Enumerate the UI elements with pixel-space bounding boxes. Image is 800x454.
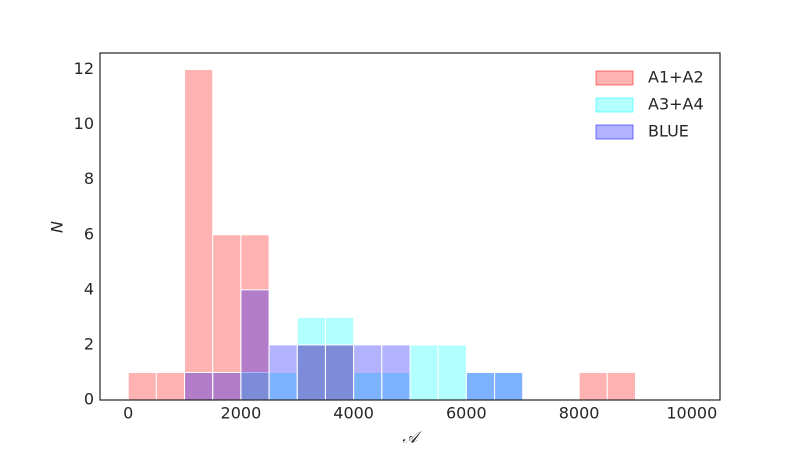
legend-swatch — [595, 97, 634, 113]
y-axis-label: N — [48, 221, 67, 233]
y-tick-label: 8 — [84, 169, 94, 188]
histogram-bar — [155, 371, 186, 401]
histogram-bar — [324, 344, 355, 401]
histogram-bar — [127, 371, 157, 401]
x-tick-label: 2000 — [221, 404, 262, 423]
histogram-bar — [437, 344, 467, 401]
x-tick-label: 6000 — [446, 404, 487, 423]
y-tick-label: 10 — [74, 114, 94, 133]
histogram-bar — [494, 371, 524, 401]
legend-swatch — [595, 124, 634, 140]
y-tick-label: 12 — [74, 59, 94, 78]
y-tick-label: 0 — [84, 390, 94, 409]
x-tick-label: 8000 — [559, 404, 600, 423]
histogram-bar — [465, 371, 496, 401]
histogram-bar — [296, 344, 326, 401]
legend-swatch — [595, 70, 634, 86]
histogram-bar — [268, 344, 298, 401]
histogram-bar — [240, 289, 270, 401]
y-tick-label: 2 — [84, 334, 94, 353]
x-tick-label: 4000 — [333, 404, 374, 423]
x-axis-label: 𝒜 — [402, 428, 422, 447]
histogram-bar — [184, 69, 214, 401]
legend-label: BLUE — [648, 122, 689, 141]
histogram-bar — [381, 344, 411, 401]
x-tick-label: 0 — [123, 404, 133, 423]
histogram-bar — [353, 344, 383, 401]
histogram-bar — [212, 371, 242, 401]
histogram-bar — [409, 344, 439, 401]
histogram-bar — [606, 371, 636, 401]
histogram-bar — [494, 371, 524, 401]
histogram-bar — [184, 371, 214, 401]
legend-label: A1+A2 — [648, 68, 704, 87]
y-tick-label: 6 — [84, 224, 94, 243]
histogram-bar — [578, 371, 608, 401]
x-tick-label: 10000 — [666, 404, 717, 423]
y-tick-label: 4 — [84, 279, 94, 298]
plot-frame — [99, 52, 721, 401]
legend-label: A3+A4 — [648, 95, 704, 114]
